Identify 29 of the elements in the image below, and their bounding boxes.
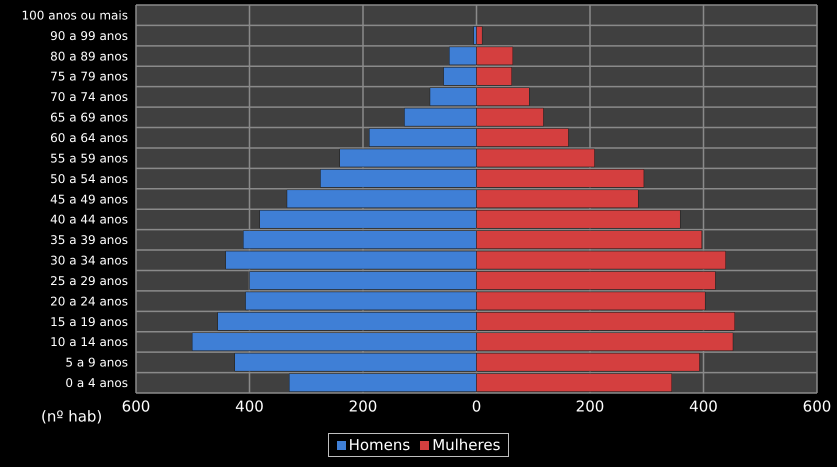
y-tick-label: 30 a 34 anos — [50, 254, 128, 268]
y-tick-label: 100 anos ou mais — [22, 8, 128, 22]
legend-label: Homens — [348, 436, 410, 454]
y-tick-label: 10 a 14 anos — [50, 335, 128, 350]
y-tick-label: 60 a 64 anos — [50, 130, 128, 145]
y-tick-label: 90 a 99 anos — [50, 28, 128, 43]
y-tick-label: 5 a 9 anos — [65, 356, 128, 370]
y-tick-label: 15 a 19 anos — [50, 314, 128, 329]
legend-label: Mulheres — [431, 436, 500, 454]
y-tick-label: 80 a 89 anos — [50, 49, 128, 64]
y-tick-label: 45 a 49 anos — [50, 192, 128, 206]
x-tick-label: 200 — [576, 398, 604, 416]
y-tick-label: 55 a 59 anos — [50, 151, 128, 166]
x-tick-label: 400 — [689, 398, 718, 416]
x-tick-label: 400 — [235, 398, 264, 416]
x-tick-label: 600 — [122, 398, 150, 416]
y-tick-label: 75 a 79 anos — [50, 70, 128, 84]
x-tick-label: 0 — [472, 398, 482, 416]
x-tick-label: 600 — [802, 398, 832, 416]
y-tick-label: 50 a 54 anos — [50, 172, 128, 186]
x-axis-title: (nº hab) — [41, 407, 102, 426]
y-tick-label: 40 a 44 anos — [50, 212, 128, 227]
y-tick-label: 25 a 29 anos — [50, 274, 128, 288]
y-tick-label: 20 a 24 anos — [50, 294, 128, 308]
y-tick-label: 70 a 74 anos — [50, 90, 128, 104]
y-tick-label: 35 a 39 anos — [50, 233, 128, 248]
x-tick-label: 200 — [348, 398, 378, 416]
y-tick-label: 0 a 4 anos — [65, 376, 128, 390]
y-tick-label: 65 a 69 anos — [50, 110, 128, 125]
